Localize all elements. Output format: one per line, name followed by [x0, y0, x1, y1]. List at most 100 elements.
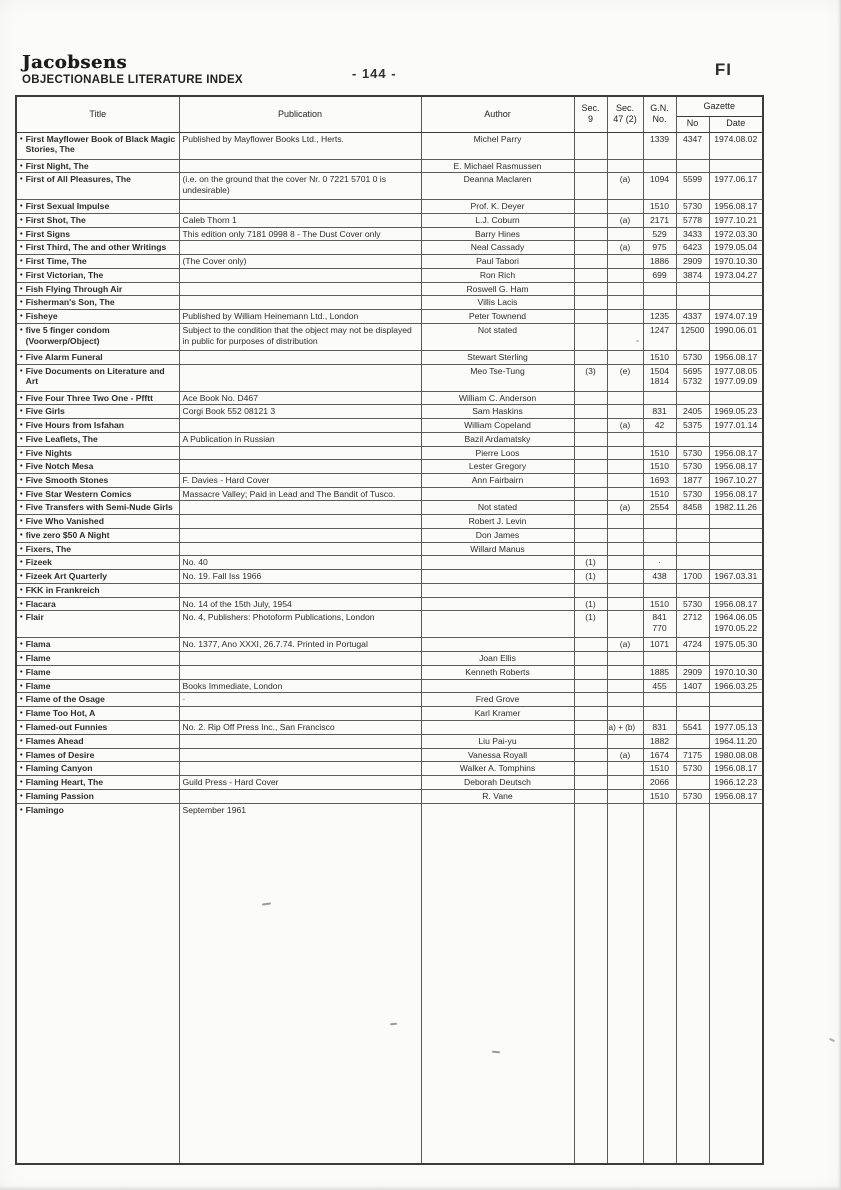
row-title: • Flaming Passion	[15, 788, 180, 804]
bullet-icon: •	[20, 571, 23, 581]
row-sec9	[573, 445, 608, 461]
title-text: Flaming Heart, The	[25, 777, 103, 788]
row-gazette-no	[675, 390, 710, 406]
table-row: • Fish Flying Through Air Roswell G. Ham	[15, 281, 764, 297]
row-publication	[178, 527, 422, 543]
row-publication: No. 40	[178, 555, 422, 571]
row-sec47: (a)	[606, 240, 644, 256]
row-gazette-no: 4724	[675, 637, 710, 653]
title-text: Five Smooth Stones	[25, 474, 109, 485]
bullet-icon: •	[20, 749, 23, 759]
table-row: • Flaming Canyon Walker A. Tomphins 1510 573…	[15, 761, 764, 777]
row-title: • Fizeek	[15, 555, 180, 571]
row-sec47: (a) + (b)	[606, 719, 644, 735]
row-gn-number: 1510	[642, 445, 677, 461]
row-author: Neal Cassady	[420, 240, 575, 256]
bullet-icon: •	[20, 680, 23, 690]
row-sec9	[573, 775, 608, 790]
title-text: Flaming Canyon	[25, 763, 93, 774]
bullet-icon: •	[20, 584, 23, 594]
row-gazette-date: 1975.05.30	[708, 637, 764, 653]
row-publication: Guild Press - Hard Cover	[178, 775, 422, 790]
row-gn-number: 438	[642, 569, 677, 584]
row-gn-number: 1510	[642, 761, 677, 777]
bullet-icon: •	[20, 721, 23, 731]
row-sec47	[606, 349, 644, 365]
title-text: Flame Too Hot, A	[25, 708, 96, 718]
row-gn-number: 2554	[642, 500, 677, 516]
title-text: First Sexual Impulse	[25, 201, 110, 212]
row-sec9	[573, 582, 608, 598]
row-sec9	[573, 226, 608, 242]
row-publication: A Publication in Russian	[178, 431, 422, 447]
row-author: Pierre Loos	[420, 445, 575, 461]
row-sec47	[606, 431, 644, 447]
row-sec47	[606, 802, 644, 1165]
row-gazette-date: 1966.03.25	[708, 678, 764, 694]
row-gn-number	[642, 706, 677, 721]
row-gn-number: 831	[642, 404, 677, 420]
row-sec47	[606, 692, 644, 707]
bullet-icon: •	[20, 133, 23, 143]
row-publication: Massacre Valley; Paid in Lead and The Ba…	[178, 486, 422, 502]
row-publication	[178, 651, 422, 666]
table-row: • First Time, The (The Cover only) Paul Tab…	[15, 254, 764, 269]
row-author	[420, 610, 575, 639]
row-sec9	[573, 719, 608, 735]
row-gn-number: 841 770	[642, 610, 677, 639]
row-title: • Five Star Western Comics	[15, 486, 180, 502]
bullet-icon: •	[20, 174, 23, 184]
row-sec47	[606, 254, 644, 269]
col-header-sec9: Sec. 9	[573, 95, 608, 133]
row-title: • Flame of the Osage	[15, 692, 180, 707]
row-publication	[178, 158, 422, 174]
bullet-icon: •	[20, 242, 23, 252]
row-sec47	[606, 678, 644, 694]
row-gn-number: 1886	[642, 254, 677, 269]
table-row: • FKK in Frankreich	[15, 582, 764, 598]
row-gazette-date	[708, 527, 764, 543]
row-sec9	[573, 678, 608, 694]
row-sec47	[606, 596, 644, 612]
row-gazette-no: 2909	[675, 254, 710, 269]
row-sec9	[573, 309, 608, 324]
row-gazette-no: 4347	[675, 131, 710, 160]
title-text: First Third, The and other Writings	[25, 242, 167, 253]
title-text: Five Star Western Comics	[25, 488, 132, 499]
row-author: Prof. K. Deyer	[420, 199, 575, 214]
row-gazette-no: 8458	[675, 500, 710, 516]
row-gazette-no: 5778	[675, 212, 710, 228]
table-row: • Fizeek No. 40 (1) ·	[15, 555, 764, 571]
col-header-gazette-no: No	[675, 115, 710, 133]
row-sec9	[573, 500, 608, 516]
row-sec47: (a)	[606, 500, 644, 516]
col-header-author: Author	[420, 95, 575, 133]
row-author: Walker A. Tomphins	[420, 761, 575, 777]
row-gazette-no: 7175	[675, 747, 710, 763]
bullet-icon: •	[20, 297, 23, 307]
row-gazette-date: 1977.06.17	[708, 172, 764, 201]
row-title: • Five Who Vanished	[15, 514, 180, 529]
row-sec9	[573, 486, 608, 502]
row-author: Roswell G. Ham	[420, 281, 575, 297]
row-gazette-no	[675, 582, 710, 598]
title-text: Flames of Desire	[25, 749, 95, 760]
row-gn-number	[642, 431, 677, 447]
row-publication	[178, 418, 422, 433]
row-gazette-date	[708, 295, 764, 311]
bullet-icon: •	[20, 777, 23, 787]
row-title: • First Third, The and other Writings	[15, 240, 180, 256]
row-title: • First Night, The	[15, 158, 180, 174]
row-publication: Subject to the condition that the object…	[178, 322, 422, 351]
row-sec47	[606, 486, 644, 502]
table-row: • Five Four Three Two One - Pfftt Ace Book…	[15, 390, 764, 406]
row-author: L.J. Coburn	[420, 212, 575, 228]
row-gazette-date: 1979.05.04	[708, 240, 764, 256]
row-publication	[178, 363, 422, 392]
bullet-icon: •	[20, 256, 23, 266]
table-row: • Flacara No. 14 of the 15th July, 1954 (1)…	[15, 596, 764, 612]
row-sec47: (a)	[606, 418, 644, 433]
bullet-icon: •	[20, 269, 23, 279]
row-gazette-no	[675, 692, 710, 707]
